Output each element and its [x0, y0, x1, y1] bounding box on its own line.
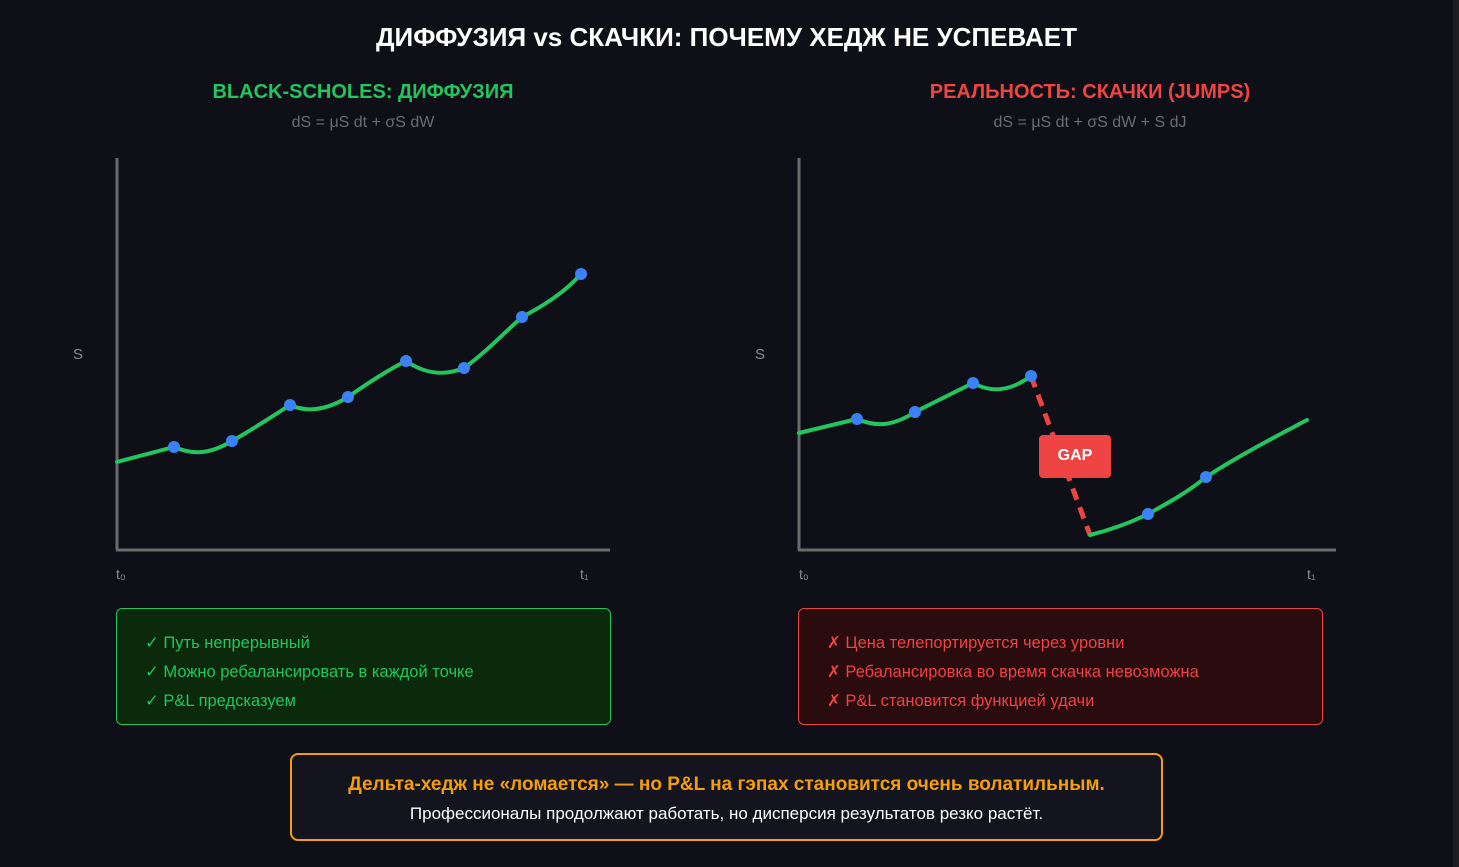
right-panel-title: РЕАЛЬНОСТЬ: СКАЧКИ (JUMPS) — [929, 81, 1251, 103]
note-item: ✓ Путь непрерывный — [145, 634, 310, 652]
left-diffusion-chart — [115, 158, 610, 552]
note-item: ✓ P&L предсказуем — [145, 692, 296, 710]
jump-notes-box: ✗ Цена телепортируется через уровни ✗ Ре… — [798, 608, 1323, 725]
left-panel-title: BLACK-SCHOLES: ДИФФУЗИЯ — [212, 81, 514, 103]
scrollbar[interactable] — [1453, 0, 1459, 867]
right-y-axis-label: S — [755, 346, 766, 363]
rebalance-points — [168, 268, 587, 453]
summary-callout: Дельта-хедж не «ломается» — но P&L на гэ… — [290, 753, 1163, 841]
note-item: ✗ P&L становится функцией удачи — [827, 692, 1095, 710]
summary-subline: Профессионалы продолжают работать, но ди… — [409, 804, 1044, 823]
axes — [115, 158, 610, 552]
right-x-start-label: t₀ — [799, 566, 809, 582]
gap-badge — [1039, 435, 1111, 478]
left-x-start-label: t₀ — [116, 566, 126, 582]
page-title: ДИФФУЗИЯ vs СКАЧКИ: ПОЧЕМУ ХЕДЖ НЕ УСПЕВ… — [376, 22, 1077, 52]
left-x-end-label: t₁ — [580, 566, 589, 582]
note-item: ✓ Можно ребалансировать в каждой точке — [145, 663, 474, 681]
diffusion-notes-box: ✓ Путь непрерывный ✓ Можно ребалансирова… — [116, 608, 611, 725]
left-panel-formula: dS = μS dt + σS dW — [291, 114, 435, 131]
right-jump-chart — [797, 158, 1336, 552]
right-panel-formula: dS = μS dt + σS dW + S dJ — [993, 114, 1187, 131]
note-item: ✗ Цена телепортируется через уровни — [827, 634, 1125, 652]
axes — [797, 158, 1336, 552]
gap-label: GAP — [1057, 447, 1093, 464]
left-y-axis-label: S — [73, 346, 84, 363]
note-item: ✗ Ребалансировка во время скачка невозмо… — [827, 663, 1199, 681]
right-x-end-label: t₁ — [1307, 566, 1316, 582]
rebalance-points — [851, 370, 1212, 520]
post-jump-path — [1088, 418, 1309, 537]
summary-headline: Дельта-хедж не «ломается» — но P&L на гэ… — [348, 774, 1105, 795]
pre-jump-path — [797, 374, 1033, 435]
